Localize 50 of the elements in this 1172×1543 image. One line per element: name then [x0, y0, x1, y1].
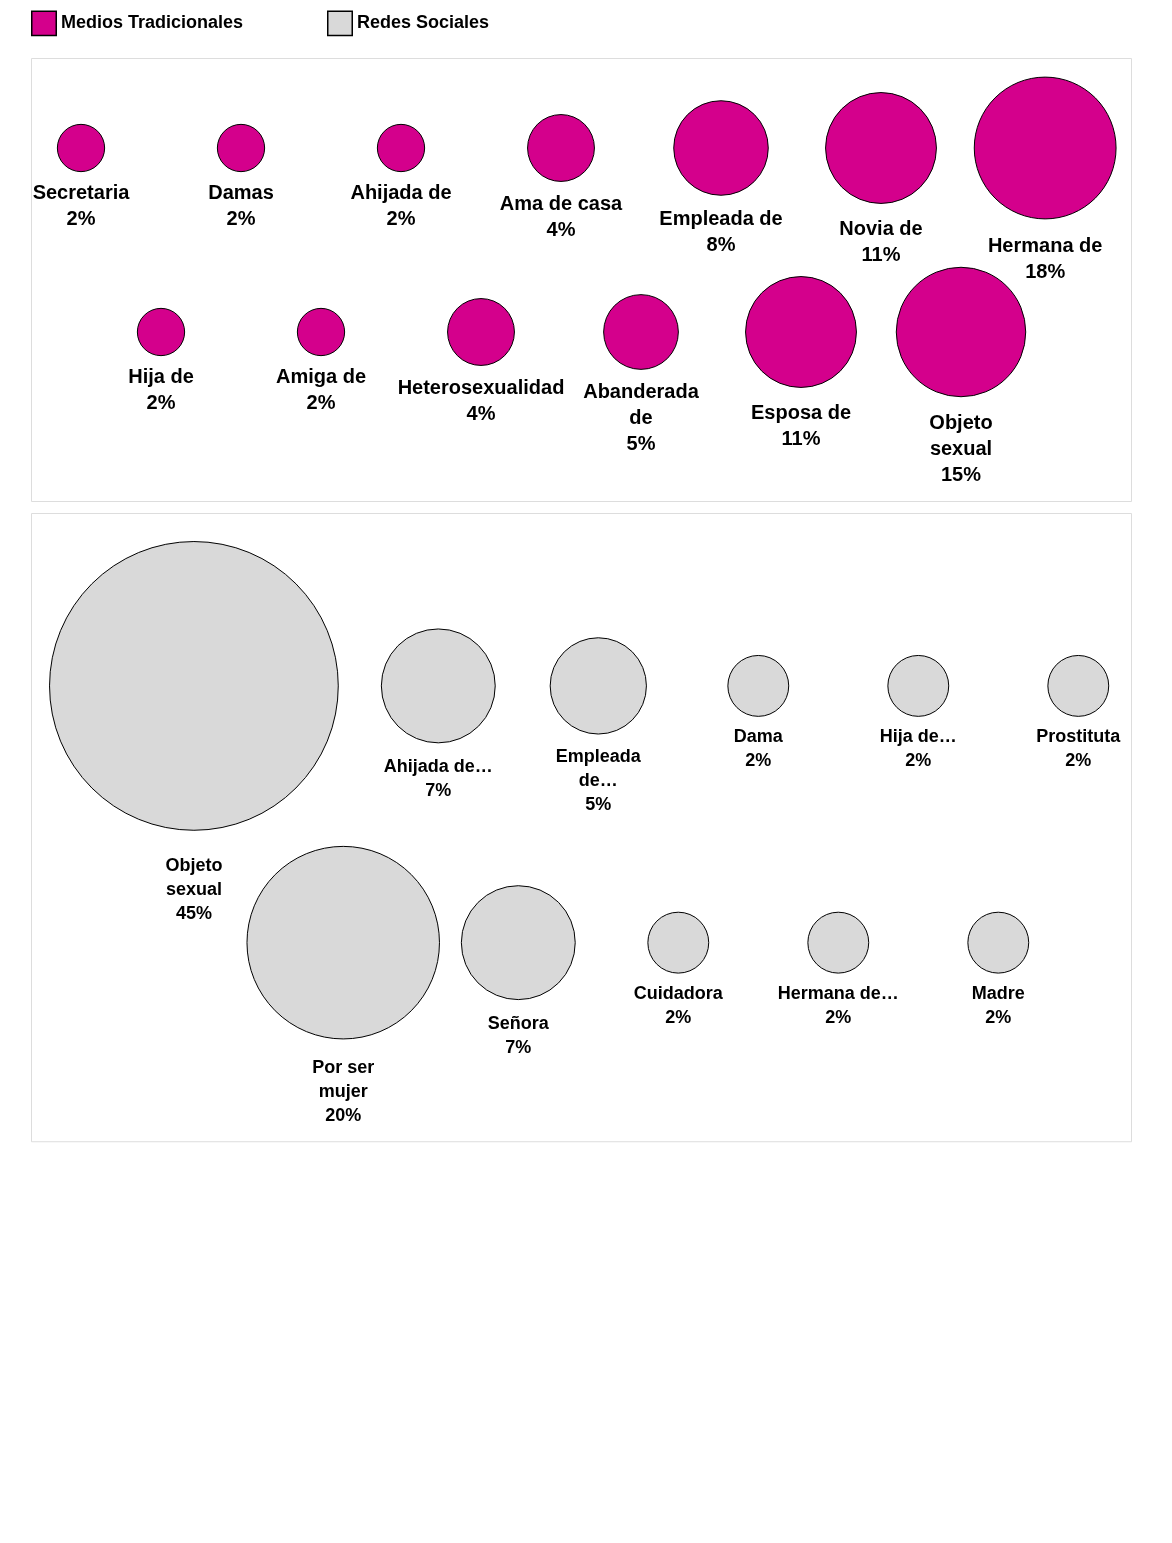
category-label: Madre: [971, 983, 1025, 1003]
category-label: Hija de…: [879, 726, 957, 747]
category-label: Amiga de: [275, 364, 367, 387]
category-label: Objeto sexual: [929, 411, 993, 460]
category-label: Ahijada de…: [383, 756, 493, 777]
data-label: 2%: [226, 206, 256, 229]
data-label: 11%: [861, 242, 901, 265]
category-label: Hermana de…: [777, 983, 899, 1003]
category-label: Por ser mujer: [312, 1057, 375, 1102]
data-label: 2%: [825, 1007, 852, 1027]
data-label: 8%: [706, 233, 736, 256]
category-label: Ama de casa: [499, 191, 624, 214]
category-label: Secretaria: [32, 180, 131, 203]
category-label: Señora: [487, 1012, 550, 1033]
data-label: 2%: [1065, 750, 1092, 771]
data-label: 2%: [66, 206, 96, 229]
data-label: 2%: [665, 1007, 692, 1027]
data-label: 2%: [745, 750, 772, 771]
legend-label: Medios Tradicionales: [61, 12, 244, 33]
category-label: Cuidadora: [633, 983, 724, 1003]
data-label: 11%: [781, 426, 821, 449]
data-label: 7%: [505, 1036, 532, 1057]
data-label: 7%: [425, 780, 452, 801]
data-label: 4%: [546, 217, 576, 240]
legend-label: Redes Sociales: [357, 12, 490, 33]
data-label: 2%: [306, 390, 336, 413]
data-label: 2%: [386, 206, 416, 229]
data-label: 20%: [325, 1105, 362, 1126]
category-label: Hermana de: [987, 234, 1103, 256]
data-label: 4%: [466, 401, 496, 424]
category-label: Damas: [208, 180, 274, 203]
category-label: Empleada de…: [555, 746, 642, 791]
category-label: Novia de: [839, 216, 923, 239]
data-label: 15%: [940, 463, 982, 486]
category-label: Empleada de: [659, 207, 783, 230]
data-label: 45%: [175, 902, 212, 923]
category-label: Ahijada de: [350, 180, 452, 203]
category-label: Heterosexualidad: [397, 375, 565, 398]
data-label: 2%: [985, 1007, 1012, 1027]
data-label: 2%: [905, 750, 932, 771]
category-label: Prostituta: [1036, 726, 1122, 747]
data-label: 5%: [626, 432, 656, 455]
category-label: Esposa de: [750, 400, 852, 423]
data-label: 2%: [146, 390, 176, 413]
category-label: Objeto sexual: [165, 854, 223, 899]
category-label: Hija de: [128, 364, 194, 387]
data-label: 18%: [1025, 260, 1066, 282]
category-label: Abanderada de: [583, 380, 700, 429]
data-label: 5%: [585, 794, 612, 815]
category-label: Dama: [733, 726, 784, 747]
